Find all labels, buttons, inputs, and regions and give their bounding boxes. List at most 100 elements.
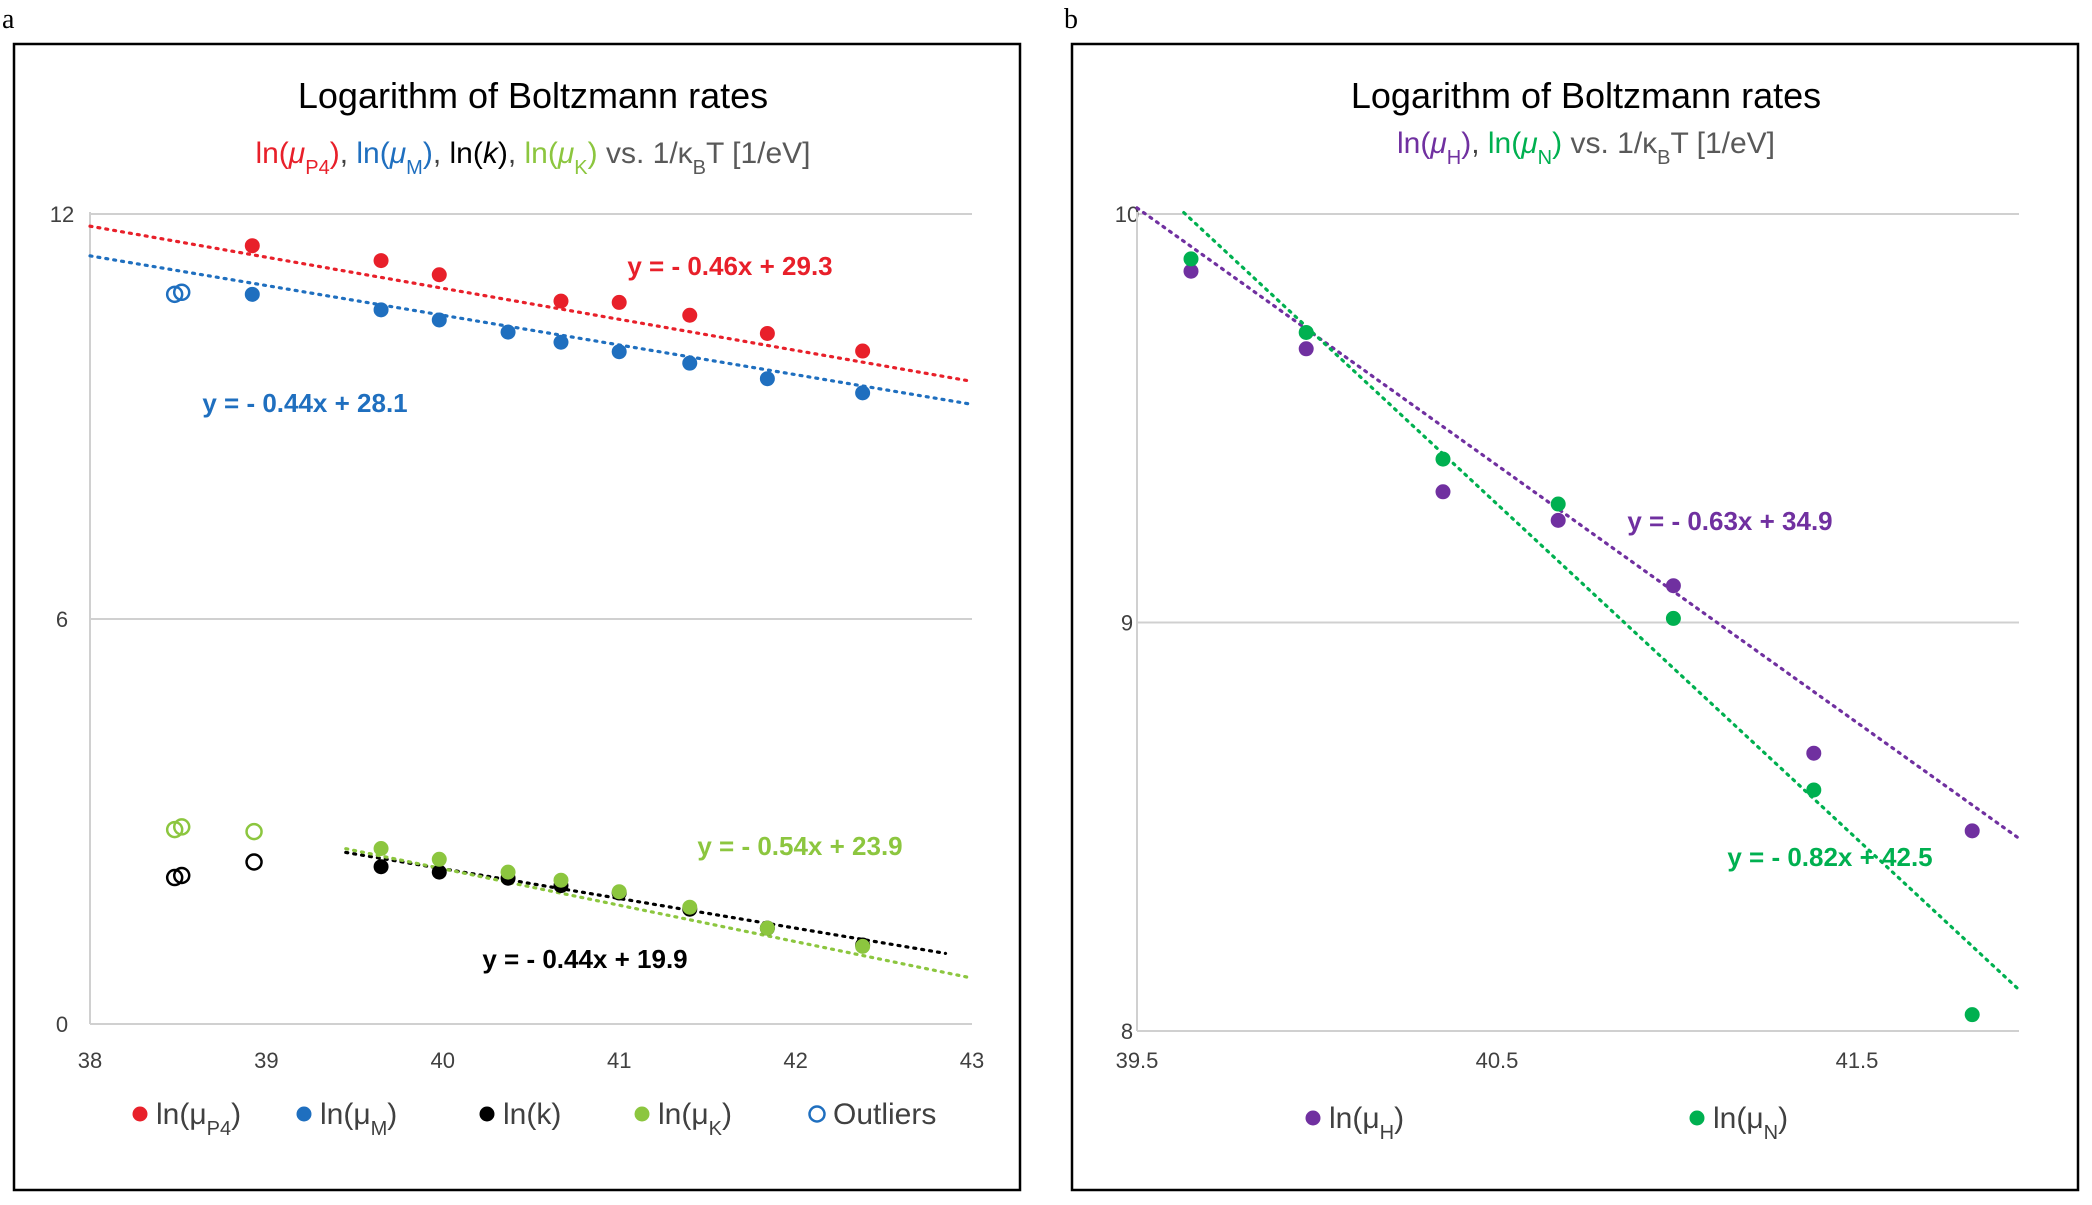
subtitle-part: vs. 1/κ: [598, 137, 694, 170]
subtitle-part: ): [1461, 127, 1471, 160]
x-tick-label: 42: [783, 1048, 807, 1073]
subtitle-part: vs. 1/κ: [1562, 127, 1658, 160]
y-tick-label: 9: [1121, 611, 1133, 636]
subtitle-part: μ: [557, 137, 574, 170]
x-tick-label: 40.5: [1476, 1048, 1519, 1073]
legend-marker: [1305, 1110, 1321, 1126]
subtitle-part: μ: [1520, 127, 1537, 160]
legend-b: ln(μH) ln(μN): [1305, 1102, 1788, 1144]
outlier-point: [172, 818, 191, 836]
y-tick-label: 12: [50, 202, 74, 227]
data-point: [759, 920, 775, 936]
chart-title-a: Logarithm of Boltzmann rates: [298, 75, 768, 116]
subtitle-part: P4: [305, 157, 329, 179]
subtitle-part: ln(: [255, 137, 288, 170]
data-point: [373, 859, 389, 875]
legend-marker: [808, 1105, 826, 1123]
data-point: [553, 293, 569, 309]
subtitle-part: K: [574, 157, 588, 179]
data-point: [759, 371, 775, 387]
outlier-point: [172, 283, 191, 302]
chart-subtitle-b: ln(μH), ln(μN) vs. 1/κBT [1/eV]: [1397, 127, 1775, 169]
legend-marker: [479, 1106, 495, 1122]
x-tick-label: 41.5: [1836, 1048, 1879, 1073]
subtitle-part: H: [1447, 147, 1461, 169]
trendline: [344, 850, 948, 955]
data-point: [1806, 745, 1822, 761]
subtitle-part: μ: [288, 137, 305, 170]
data-point: [1665, 578, 1681, 594]
trendline-equation: y = - 0.44x + 28.1: [202, 388, 407, 418]
data-point: [1183, 263, 1199, 279]
trendline: [88, 224, 974, 383]
legend-marker: [634, 1106, 650, 1122]
subtitle-part: ): [423, 137, 433, 170]
data-point: [431, 864, 447, 880]
plot-area-b: 8 9 10 39.5 40.5 41.5 y = - 0.63x + 34.9 y = - …: [1115, 202, 2021, 1073]
legend-label: ln(k): [503, 1098, 561, 1131]
data-point: [1435, 451, 1451, 467]
subtitle-part: ,: [508, 137, 525, 170]
data-point: [1964, 823, 1980, 839]
data-point: [682, 899, 698, 915]
subtitle-part: ): [330, 137, 340, 170]
panel-b-border: [1070, 42, 2080, 1192]
data-point: [1298, 341, 1314, 357]
data-point: [1183, 251, 1199, 267]
subtitle-part: ,: [340, 137, 357, 170]
subtitle-part: ln(: [1397, 127, 1430, 160]
chart-title-b: Logarithm of Boltzmann rates: [1351, 75, 1821, 116]
data-point: [373, 253, 389, 269]
trendline-equation: y = - 0.63x + 34.9: [1627, 506, 1832, 536]
outlier-point: [245, 822, 263, 841]
x-tick-label: 38: [78, 1048, 102, 1073]
subtitle-part: k: [483, 137, 500, 170]
panel-a: a Logarithm of Boltzmann rates ln(μP4), …: [2, 4, 1022, 1192]
trendline-equation: y = - 0.82x + 42.5: [1727, 842, 1932, 872]
data-point: [1550, 512, 1566, 528]
data-point: [1435, 484, 1451, 500]
subtitle-part: μ: [389, 137, 406, 170]
panel-label-a: a: [2, 4, 15, 35]
y-tick-label: 8: [1121, 1019, 1133, 1044]
legend-label: ln(μN): [1713, 1102, 1788, 1144]
data-point: [611, 344, 627, 360]
panel-label-b: b: [1064, 4, 1078, 35]
legend-marker: [132, 1106, 148, 1122]
outlier-point: [245, 853, 263, 871]
x-tick-label: 40: [431, 1048, 455, 1073]
legend-label: Outliers: [833, 1098, 936, 1131]
subtitle-part: T [1/eV]: [706, 137, 811, 170]
data-point: [500, 864, 516, 880]
data-point: [373, 302, 389, 318]
data-point: [759, 325, 775, 341]
subtitle-part: ,: [433, 137, 450, 170]
legend-label: ln(μM): [320, 1098, 397, 1140]
data-point: [244, 238, 260, 254]
data-point: [682, 355, 698, 371]
data-point: [611, 884, 627, 900]
legend-marker: [296, 1106, 312, 1122]
x-tick-label: 39: [254, 1048, 278, 1073]
chart-subtitle-a: ln(μP4), ln(μM), ln(k), ln(μK) vs. 1/κBT…: [255, 137, 810, 179]
x-tick-label: 43: [960, 1048, 984, 1073]
data-point: [431, 312, 447, 328]
legend-label: ln(μK): [658, 1098, 732, 1140]
subtitle-part: B: [693, 157, 706, 179]
legend-marker: [1689, 1110, 1705, 1126]
y-tick-label: 0: [56, 1012, 68, 1037]
data-point: [553, 334, 569, 350]
subtitle-part: M: [406, 157, 423, 179]
data-point: [1665, 610, 1681, 626]
subtitle-part: T [1/eV]: [1671, 127, 1776, 160]
panel-a-border: [12, 42, 1022, 1192]
data-point: [855, 938, 871, 954]
subtitle-part: ): [1552, 127, 1562, 160]
subtitle-part: ): [498, 137, 508, 170]
x-tick-label: 39.5: [1116, 1048, 1159, 1073]
subtitle-part: N: [1538, 147, 1552, 169]
legend-label: ln(μH): [1329, 1102, 1404, 1144]
trendline: [344, 847, 974, 980]
plot-area-a: 0 6 12 38 39 40 41 42 43 y = - 0.46x + 29.3 y = - …: [50, 202, 984, 1073]
